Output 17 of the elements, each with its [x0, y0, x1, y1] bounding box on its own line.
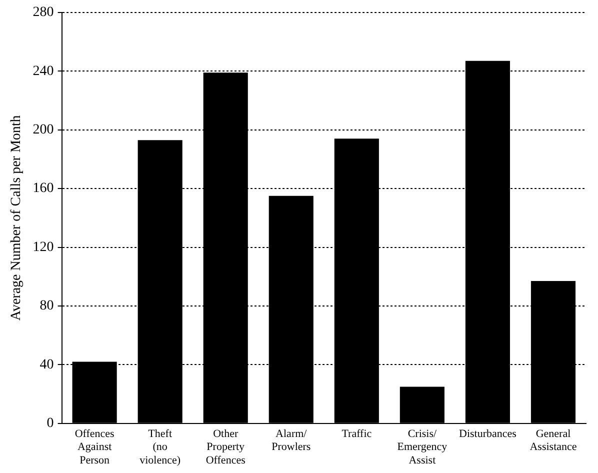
- x-tick-label: Crisis/ Emergency Assist: [397, 428, 448, 466]
- x-tick-label: Theft (no violence): [140, 428, 181, 466]
- x-tick-label: General Assistance: [530, 428, 577, 454]
- x-tick-label: Offences Against Person: [74, 428, 114, 466]
- y-tick-label: 240: [32, 64, 54, 79]
- y-tick-label: 40: [40, 357, 54, 372]
- y-tick-label: 80: [40, 298, 54, 314]
- y-tick-label: 120: [32, 240, 54, 255]
- y-tick-label: 0: [46, 416, 54, 432]
- x-tick-label: Disturbances: [458, 428, 516, 440]
- y-tick-label: 160: [32, 181, 54, 196]
- y-tick-label: 200: [32, 122, 54, 138]
- x-tick-label: Traffic: [342, 428, 372, 440]
- y-axis-title: Average Number of Calls per Month: [9, 115, 24, 321]
- x-tick-label: Alarm/ Prowlers: [272, 428, 311, 454]
- x-tick-label: Other Property Offences: [206, 428, 246, 466]
- y-tick-label: 280: [32, 5, 54, 20]
